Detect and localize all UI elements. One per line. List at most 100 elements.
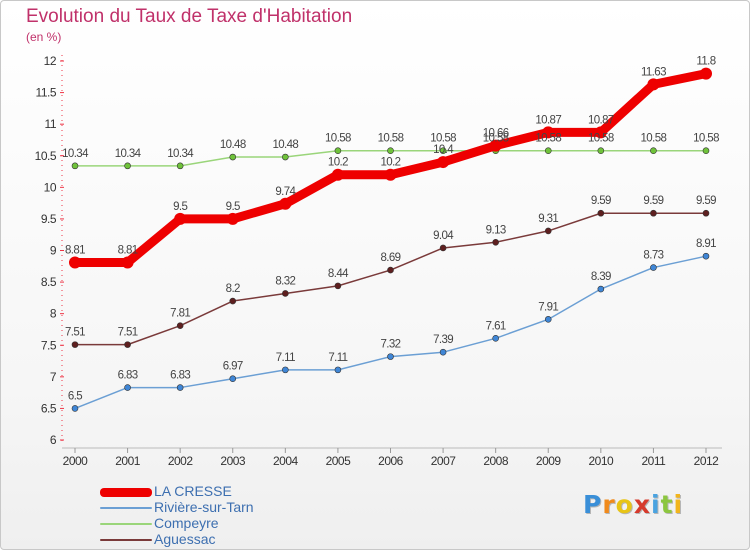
data-point [124, 162, 131, 170]
data-point [282, 153, 289, 161]
data-point [334, 147, 342, 154]
y-tick-label: 8 [50, 307, 57, 321]
data-label: 10.66 [483, 128, 509, 140]
data-label: 8.73 [643, 250, 663, 262]
data-point [492, 238, 499, 246]
data-label: 7.32 [381, 339, 401, 351]
data-point [124, 384, 131, 391]
data-point [700, 67, 712, 80]
legend-label: LA CRESSE [154, 483, 232, 499]
data-label: 7.11 [276, 352, 295, 364]
legend-label: Aguessac [154, 531, 216, 547]
data-point [387, 147, 394, 154]
data-label: 6.83 [118, 370, 138, 382]
data-label: 9.13 [486, 224, 506, 236]
legend-swatch [100, 507, 152, 509]
data-point [702, 209, 710, 217]
logo-letter: r [602, 490, 616, 519]
legend-swatch [100, 523, 152, 525]
data-point [176, 322, 184, 329]
data-label: 7.39 [433, 334, 453, 346]
data-label: 7.51 [118, 327, 138, 339]
data-point [69, 256, 81, 269]
data-label: 10.58 [325, 133, 351, 145]
data-point [282, 290, 289, 297]
y-tick-label: 6.5 [41, 401, 57, 415]
x-tick-label: 2006 [378, 454, 404, 468]
data-label: 8.91 [696, 238, 716, 250]
data-label: 10.2 [381, 157, 401, 169]
y-tick-label: 7 [50, 370, 57, 384]
data-label: 9.74 [275, 186, 296, 198]
x-tick-label: 2012 [694, 454, 720, 468]
data-label: 8.69 [381, 252, 401, 264]
legend-swatch [100, 539, 152, 541]
data-label: 10.58 [430, 133, 456, 145]
data-point [387, 266, 394, 274]
data-point [71, 341, 79, 348]
y-tick-label: 8.5 [41, 275, 57, 289]
data-point [544, 147, 552, 154]
x-tick-label: 2007 [431, 454, 457, 468]
legend-item: Aguessac [100, 531, 340, 548]
data-point [331, 168, 344, 181]
y-tick-label: 10.5 [35, 149, 57, 163]
data-label: 10.48 [220, 139, 246, 151]
data-point [334, 366, 342, 374]
data-label: 7.51 [65, 327, 85, 339]
data-label: 10.58 [588, 133, 614, 145]
x-tick-label: 2005 [326, 454, 352, 468]
data-point [279, 197, 292, 210]
x-tick-label: 2004 [273, 454, 299, 468]
data-label: 11.8 [696, 56, 715, 68]
legend-item: Compeyre [100, 515, 340, 532]
data-label: 10.58 [535, 133, 561, 145]
data-point [121, 256, 134, 269]
legend-label: Rivière-sur-Tarn [154, 499, 254, 515]
data-label: 7.81 [170, 308, 190, 320]
data-label: 8.81 [65, 245, 85, 257]
data-point [650, 264, 657, 271]
data-point [384, 168, 397, 181]
y-tick-label: 11 [45, 117, 57, 131]
y-tick-label: 12 [44, 54, 57, 68]
data-label: 9.04 [433, 230, 454, 242]
data-label: 10.87 [535, 114, 561, 126]
data-point [650, 209, 657, 217]
data-point [439, 348, 447, 356]
data-label: 10.4 [433, 144, 454, 156]
data-point [174, 212, 187, 225]
y-tick-label: 9.5 [41, 212, 57, 226]
data-label: 8.81 [118, 245, 138, 257]
data-label: 10.58 [483, 133, 509, 145]
data-point [439, 244, 447, 252]
data-label: 8.39 [591, 271, 611, 283]
data-point [542, 126, 555, 139]
data-label: 8.32 [275, 275, 295, 287]
data-label: 10.34 [62, 148, 89, 160]
logo-letter: o [615, 490, 634, 519]
data-label: 10.58 [378, 133, 404, 145]
data-point [597, 147, 605, 154]
data-point [282, 366, 289, 374]
logo-letter: i [673, 490, 684, 519]
data-label: 7.11 [328, 352, 347, 364]
data-point [334, 282, 342, 290]
data-label: 9.5 [226, 201, 240, 213]
x-tick-label: 2008 [483, 454, 509, 468]
data-point [544, 316, 552, 323]
logo-letter: t [660, 490, 674, 519]
data-label: 6.83 [170, 370, 190, 382]
data-point [650, 147, 657, 154]
data-label: 10.58 [693, 133, 719, 145]
data-label: 9.31 [538, 213, 558, 225]
data-point [124, 341, 131, 348]
legend-label: Compeyre [154, 515, 219, 531]
data-point [492, 335, 499, 342]
data-label: 9.59 [591, 195, 611, 207]
logo-letter: x [633, 490, 651, 519]
chart-legend: LA CRESSE Rivière-sur-Tarn Compeyre Aguessa… [100, 483, 340, 548]
data-label: 9.59 [696, 195, 716, 207]
data-label: 10.2 [328, 157, 348, 169]
